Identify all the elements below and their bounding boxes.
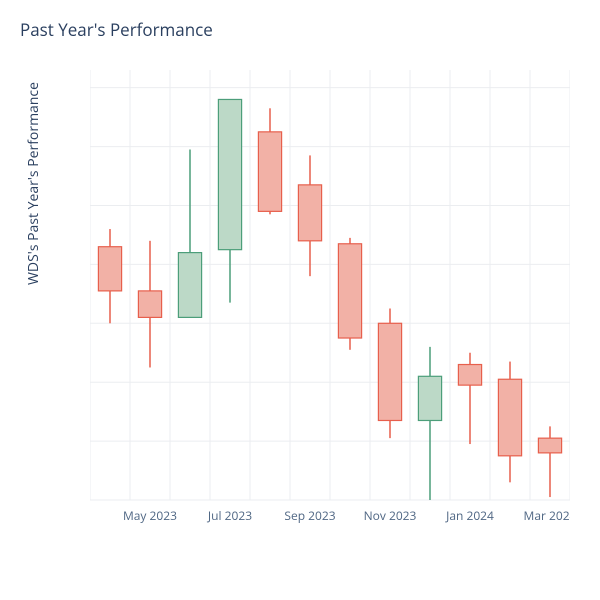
candle xyxy=(378,323,401,420)
svg-text:Jan 2024: Jan 2024 xyxy=(445,507,494,524)
svg-text:Mar 2024: Mar 2024 xyxy=(524,507,570,524)
svg-text:Jul 2023: Jul 2023 xyxy=(207,507,252,524)
candle xyxy=(258,132,281,212)
chart-svg: 1920212223242526May 2023Jul 2023Sep 2023… xyxy=(90,70,570,530)
candle xyxy=(538,438,561,453)
chart-title: Past Year's Performance xyxy=(20,18,213,41)
candlestick-chart: Past Year's Performance WDS's Past Year'… xyxy=(0,0,600,600)
candle xyxy=(138,291,161,318)
candle xyxy=(458,365,481,386)
candle xyxy=(218,99,241,249)
candle xyxy=(338,244,361,338)
candle xyxy=(178,253,201,318)
candle xyxy=(298,185,321,241)
svg-text:Nov 2023: Nov 2023 xyxy=(364,507,417,524)
candle xyxy=(98,247,121,291)
svg-text:Sep 2023: Sep 2023 xyxy=(284,507,335,524)
svg-text:May 2023: May 2023 xyxy=(123,507,177,524)
candle xyxy=(418,376,441,420)
plot-area: 1920212223242526May 2023Jul 2023Sep 2023… xyxy=(90,70,570,500)
candle xyxy=(498,379,521,456)
y-axis-label: WDS's Past Year's Performance xyxy=(24,82,43,285)
